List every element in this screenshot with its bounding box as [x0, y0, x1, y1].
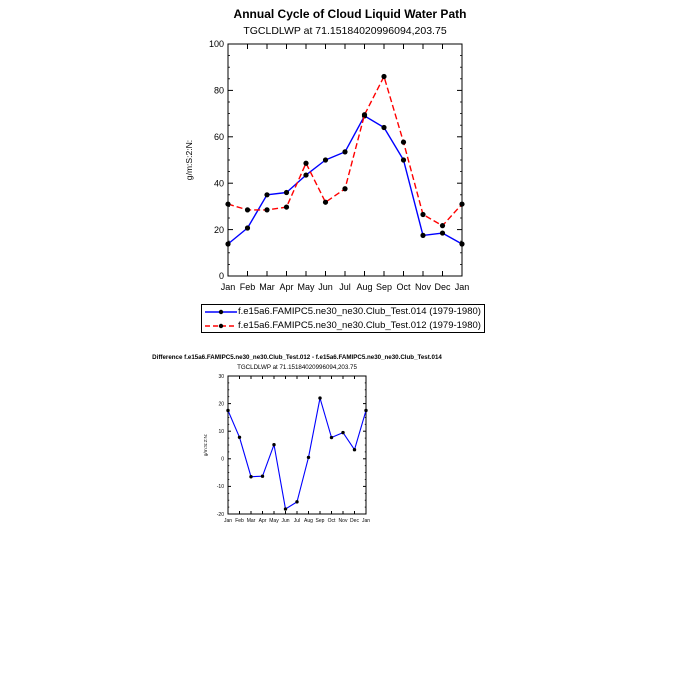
- chart1-series-2-point: [303, 160, 309, 166]
- chart2-xtick-label: Oct: [328, 518, 336, 524]
- legend-entry-series-2: f.e15a6.FAMIPC5.ne30_ne30.Club_Test.012 …: [202, 319, 484, 333]
- chart1-title: Annual Cycle of Cloud Liquid Water Path: [233, 7, 467, 21]
- chart1-xtick-label: Jun: [318, 282, 333, 292]
- legend-swatch-series-2: [205, 323, 237, 329]
- chart1-series-2-point: [322, 199, 329, 205]
- chart2-series-1-point: [272, 443, 276, 447]
- chart1-series-1-point: [459, 241, 465, 247]
- chart1-xtick-label: Jan: [455, 282, 470, 292]
- chart1-xtick-label: Jan: [221, 282, 236, 292]
- chart2-ytick-label: 30: [218, 374, 224, 380]
- chart2-series-1-point: [295, 500, 299, 504]
- chart2-xtick-label: Jan: [362, 518, 370, 524]
- chart1-ytick-label: 80: [214, 86, 224, 96]
- legend-label-series-2: f.e15a6.FAMIPC5.ne30_ne30.Club_Test.012 …: [238, 320, 481, 331]
- chart2-series-1-point: [260, 474, 265, 478]
- chart1-ytick-label: 40: [214, 178, 224, 188]
- chart1-xtick-label: Dec: [434, 282, 451, 292]
- chart2-series-1-point: [364, 408, 368, 413]
- chart2-ytick-label: -10: [217, 484, 224, 490]
- chart2-subtitle: TGCLDLWP at 71.15184020996094,203.75: [237, 364, 357, 371]
- chart1-xtick-label: Feb: [240, 282, 256, 292]
- chart1-xtick-label: Oct: [396, 282, 411, 292]
- chart1-series-1-point: [322, 157, 329, 163]
- chart1-series-1-point: [303, 172, 309, 178]
- chart1-series-2-point: [283, 204, 290, 210]
- chart1-series-1-point: [264, 192, 270, 198]
- chart1-series-2-point: [400, 139, 407, 145]
- chart1-series-2-point: [459, 201, 465, 207]
- chart1-xtick-label: Apr: [279, 282, 293, 292]
- chart1-series-2-point: [342, 186, 348, 192]
- chart1-xtick-label: Aug: [356, 282, 372, 292]
- chart2-xtick-label: Dec: [350, 518, 359, 524]
- chart1-series-1-line: [227, 115, 463, 245]
- chart1-series-2-point: [420, 211, 426, 218]
- chart2-xtick-label: Aug: [304, 518, 313, 524]
- chart1-series-2-point: [264, 207, 270, 213]
- chart1-series-1-point: [244, 225, 251, 231]
- chart2-xtick-label: Nov: [339, 518, 348, 524]
- chart1-series-1-point: [420, 232, 426, 238]
- chart1-series-2-point: [361, 112, 368, 118]
- chart1-series-2-point: [381, 73, 387, 80]
- chart1-series-2-point: [439, 223, 446, 229]
- chart1-xtick-label: Sep: [376, 282, 392, 292]
- chart1-series-2-point: [244, 207, 251, 213]
- chart2-xtick-label: Apr: [259, 518, 267, 524]
- legend-entry-series-1: f.e15a6.FAMIPC5.ne30_ne30.Club_Test.014 …: [202, 305, 484, 319]
- chart2-xtick-label: Sep: [316, 518, 325, 524]
- chart2-xtick-label: Mar: [247, 518, 256, 524]
- chart2-series-1-point: [341, 430, 345, 435]
- chart1-legend: f.e15a6.FAMIPC5.ne30_ne30.Club_Test.014 …: [201, 304, 485, 333]
- chart2-series-1-point: [318, 396, 322, 400]
- chart1-series-1-point: [283, 189, 290, 196]
- chart1-xtick-label: Nov: [415, 282, 432, 292]
- chart2-ytick-label: 0: [221, 457, 224, 463]
- chart1-xtick-label: May: [297, 282, 315, 292]
- chart2-xtick-label: Jan: [224, 518, 232, 524]
- chart2-series-1-line: [227, 397, 367, 510]
- legend-label-series-1: f.e15a6.FAMIPC5.ne30_ne30.Club_Test.014 …: [238, 306, 481, 317]
- chart1-series-2-point: [225, 201, 231, 207]
- chart2-series-1-point: [352, 447, 357, 452]
- chart1-xtick-label: Mar: [259, 282, 275, 292]
- chart2-series-1-point: [329, 435, 334, 440]
- chart2-xtick-label: May: [269, 518, 279, 524]
- chart2-xtick-label: Feb: [235, 518, 244, 524]
- chart1-series-1-point: [225, 241, 231, 247]
- chart2-series-1-point: [283, 507, 288, 511]
- chart2-ytick-label: 20: [218, 401, 224, 407]
- chart1-ytick-label: 60: [214, 132, 224, 142]
- chart1-ylabel: g/m:S:2:N:: [184, 140, 194, 180]
- chart2-series-1-point: [237, 435, 242, 439]
- legend-swatch-series-1: [205, 309, 237, 315]
- chart1-series-1-point: [381, 124, 387, 131]
- chart2-series-1-point: [249, 475, 253, 479]
- chart2-title: Difference f.e15a6.FAMIPC5.ne30_ne30.Clu…: [152, 354, 442, 361]
- chart2-series-1-point: [306, 455, 311, 460]
- chart1-xtick-label: Jul: [339, 282, 351, 292]
- chart1-ytick-label: 0: [219, 271, 224, 281]
- chart1-ytick-label: 20: [214, 225, 224, 235]
- chart1-series-1-point: [439, 230, 446, 236]
- chart1-ytick-label: 100: [209, 39, 224, 49]
- chart2-ytick-label: 10: [218, 429, 224, 435]
- chart2-xtick-label: Jul: [294, 518, 300, 524]
- chart2-ytick-label: -20: [217, 512, 224, 518]
- chart1-series-1-point: [342, 149, 348, 155]
- chart1-series-1-point: [400, 157, 407, 163]
- chart2-series-1-point: [226, 408, 230, 413]
- chart1-plot-frame: [227, 43, 463, 277]
- chart2-xtick-label: Jun: [281, 518, 289, 524]
- chart2-ylabel: g/m:S:2:N:: [203, 434, 209, 456]
- chart2-plot-frame: [227, 375, 367, 515]
- chart1-subtitle: TGCLDLWP at 71.15184020996094,203.75: [243, 25, 447, 37]
